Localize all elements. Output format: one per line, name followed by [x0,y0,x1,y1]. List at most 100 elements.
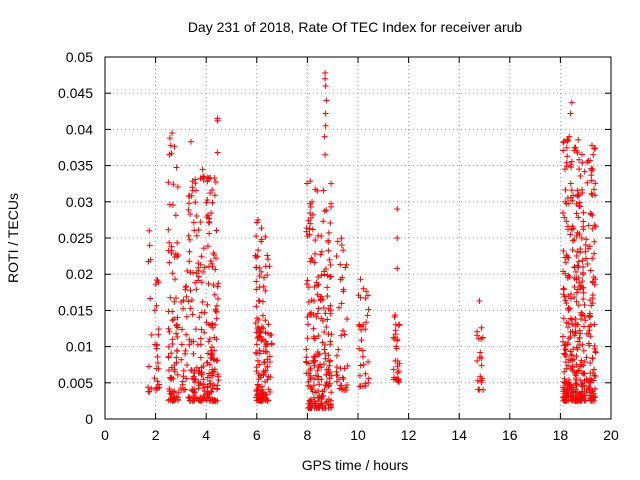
data-point [214,283,221,290]
data-point [155,326,162,333]
data-point [258,236,265,243]
data-point [178,341,185,348]
data-point [211,251,218,258]
data-point [201,264,208,271]
data-point [322,82,329,89]
data-point [303,281,310,288]
data-point [357,362,364,369]
data-point [591,366,598,373]
data-point [585,340,592,347]
data-point [568,99,575,106]
data-point [252,252,259,259]
data-point [305,400,312,407]
data-point [174,371,181,378]
data-point [196,382,203,389]
data-point [211,347,218,354]
data-point [178,356,185,363]
data-point [474,357,481,364]
data-point [478,362,485,369]
data-point [566,274,573,281]
data-point [261,274,268,281]
data-point [307,214,314,221]
data-point [577,363,584,370]
data-point [155,331,162,338]
data-point [252,320,259,327]
data-point [261,369,268,376]
data-point [174,333,181,340]
data-point [341,386,348,393]
data-point [204,374,211,381]
data-point [327,357,334,364]
data-point [307,258,314,265]
data-point [182,284,189,291]
data-point [358,323,365,330]
data-point [267,389,274,396]
data-point [253,264,260,271]
data-point [327,310,334,317]
data-point [588,177,595,184]
data-point [174,183,181,190]
data-point [214,149,221,156]
data-point [564,137,571,144]
data-point [151,307,158,314]
data-point [333,352,340,359]
data-point [362,295,369,302]
data-point [589,278,596,285]
data-point [564,382,571,389]
data-point [340,247,347,254]
data-point [170,181,177,188]
data-point [307,178,314,185]
data-point [170,316,177,323]
data-point [190,350,197,357]
data-point [591,145,598,152]
data-point [356,345,363,352]
data-point [392,331,399,338]
data-point [322,122,329,129]
data-point [200,376,207,383]
data-point [569,352,576,359]
data-point [307,220,314,227]
data-point [333,253,340,260]
data-point [146,242,153,249]
data-point [326,375,333,382]
data-point [587,359,594,366]
data-point [578,381,585,388]
data-point [563,300,570,307]
data-point [323,379,330,386]
data-point [333,368,340,375]
data-point [336,385,343,392]
data-point [588,172,595,179]
data-point [171,388,178,395]
data-point [477,349,484,356]
data-point [592,145,599,152]
data-point [360,285,367,292]
data-point [584,179,591,186]
data-point [211,334,218,341]
data-point [590,274,597,281]
data-point [209,186,216,193]
data-point [591,281,598,288]
data-point [264,252,271,259]
data-point [262,329,269,336]
data-point [146,388,153,395]
data-point [185,394,192,401]
data-point [187,211,194,218]
data-point [324,398,331,405]
data-point [576,334,583,341]
data-point [590,151,597,158]
data-point [573,200,580,207]
data-point [344,382,351,389]
data-point [307,365,314,372]
data-point [201,388,208,395]
data-point [314,310,321,317]
data-point [317,251,324,258]
data-point [268,341,275,348]
data-point [576,395,583,402]
data-point [569,367,576,374]
data-point [343,261,350,268]
data-point [568,226,575,233]
data-point [260,283,267,290]
x-tick-labels: 0 2 4 6 8 10 12 14 16 18 20 [101,427,619,443]
data-point [338,332,345,339]
data-point [204,350,211,357]
